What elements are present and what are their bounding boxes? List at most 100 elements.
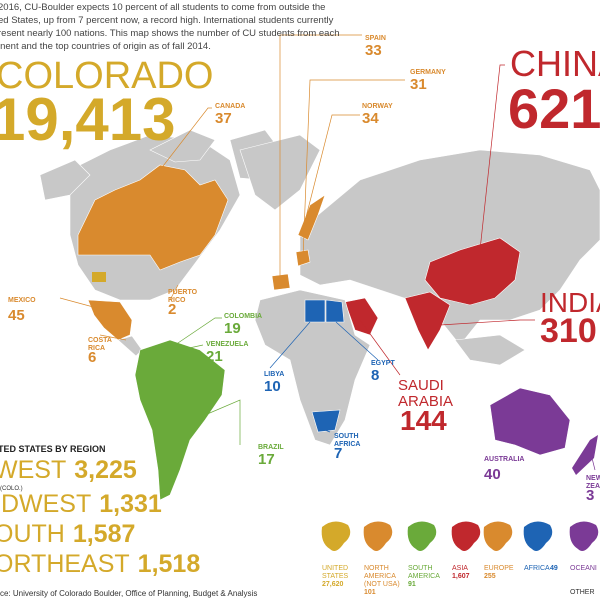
region-name: WEST [0,456,66,484]
saudi-arabia [344,297,379,336]
region-list: TED STATES BY REGION WEST 3,225 (COLO.)IDWE… [0,444,200,578]
continent-icon [321,521,351,551]
region-row: ORTHEAST 1,518 [0,550,200,578]
southeast-asia [454,334,526,366]
country-value: 2 [168,301,176,318]
continent-icon [451,521,481,551]
continent-value: 49 [550,565,558,572]
country-value: 34 [362,110,379,127]
continent-name: OCEANI [570,565,597,572]
region-name: IDWEST [0,490,91,518]
country-value: 45 [8,307,25,324]
country-value: 33 [365,42,382,59]
continent-icon [363,521,393,551]
country-name: ZEA [586,483,600,490]
region-title: TED STATES BY REGION [0,444,106,454]
region-row: WEST 3,225 [0,456,137,484]
continent-icon [483,521,513,551]
continent-icon [407,521,437,551]
region-name: ORTHEAST [0,550,130,578]
india-value: 310 [540,312,597,350]
region-row: OUTH 1,587 [0,520,135,548]
intro-line: inent and the top countries of origin as… [0,41,211,52]
country-name: GERMANY [410,69,446,76]
region-value: 3,225 [74,456,137,484]
country-name: COSTA [88,337,112,344]
australia [489,387,571,456]
country-value: 7 [334,445,342,462]
continent-icon [569,521,599,551]
egypt [325,299,345,323]
country-value: 10 [264,378,281,395]
continent-icon [523,521,553,551]
country-name: BRAZIL [258,444,284,451]
country-name: CANADA [215,103,245,110]
continent-value: 101 [364,589,376,596]
country-name: MEXICO [8,297,36,304]
canada [77,164,229,271]
country-name: NORWAY [362,103,393,110]
country-name: PUERTO [168,289,198,296]
africa-land [254,289,371,446]
country-labels: SPAIN33GERMANY31NORWAY34CANADA37MEXICO45… [8,35,600,504]
country-name: RICO [168,297,186,304]
china-value: 621 [508,77,600,140]
india-label: INDIA [540,287,600,318]
continent-name: OTHER [570,589,595,596]
continent-value: 91 [408,581,416,588]
world-map [39,129,600,501]
continent-value: 1,607 [452,573,470,580]
spain [271,273,291,291]
country-name: SOUTH [334,433,359,440]
continent-name: ASIA [452,565,468,572]
country-value: 17 [258,451,275,468]
eurasia-land [299,149,600,346]
country-name: COLOMBIA [224,313,262,320]
continent-name: (NOT USA) [364,581,400,588]
continent-value: 27,620 [322,581,344,588]
country-name: AFRICA [334,441,360,448]
continent-name: AMERICA [408,573,440,580]
country-value: 6 [88,349,96,366]
country-name: VENEZUELA [206,341,248,348]
country-name: RICA [88,345,105,352]
china [424,237,521,306]
region-row: IDWEST 1,331 [0,490,162,518]
country-value: 19 [224,320,241,337]
continent-name: NORTH [364,565,389,572]
south-africa [311,409,341,433]
intro-line: 2016, CU-Boulder expects 10 percent of a… [0,2,325,13]
colorado [92,272,106,282]
continent-name: STATES [322,573,349,580]
region-name: OUTH [0,520,65,548]
alaska [39,159,91,201]
country-value: 40 [484,466,501,483]
colorado-value: 19,413 [0,86,176,153]
intro-line: ed States, up from 7 percent now, a reco… [0,15,334,26]
libya [304,299,326,323]
region-value: 1,587 [73,520,136,548]
china-label: CHINA [510,43,600,84]
source: ce: University of Colorado Boulder, Offi… [0,589,257,598]
intro: 2016, CU-Boulder expects 10 percent of a… [0,2,339,52]
country-value: 21 [206,348,223,365]
saudi-label: SAUDI [398,377,444,394]
india [404,291,451,351]
continent-name: SOUTH [408,565,433,572]
new-zealand [572,435,598,475]
country-name: SPAIN [365,35,386,42]
south-america [134,339,226,501]
country-name: NEW [586,475,600,482]
country-name: LIBYA [264,371,284,378]
continent-name: AMERICA [364,573,396,580]
saudi-label: ARABIA [398,393,453,410]
mexico [87,299,133,341]
country-name: AUSTRALIA [484,456,524,463]
leader-lines [59,34,596,471]
region-value: 1,331 [99,490,162,518]
country-value: 31 [410,76,427,93]
region-value: 1,518 [138,550,201,578]
saudi-value: 144 [400,405,447,436]
